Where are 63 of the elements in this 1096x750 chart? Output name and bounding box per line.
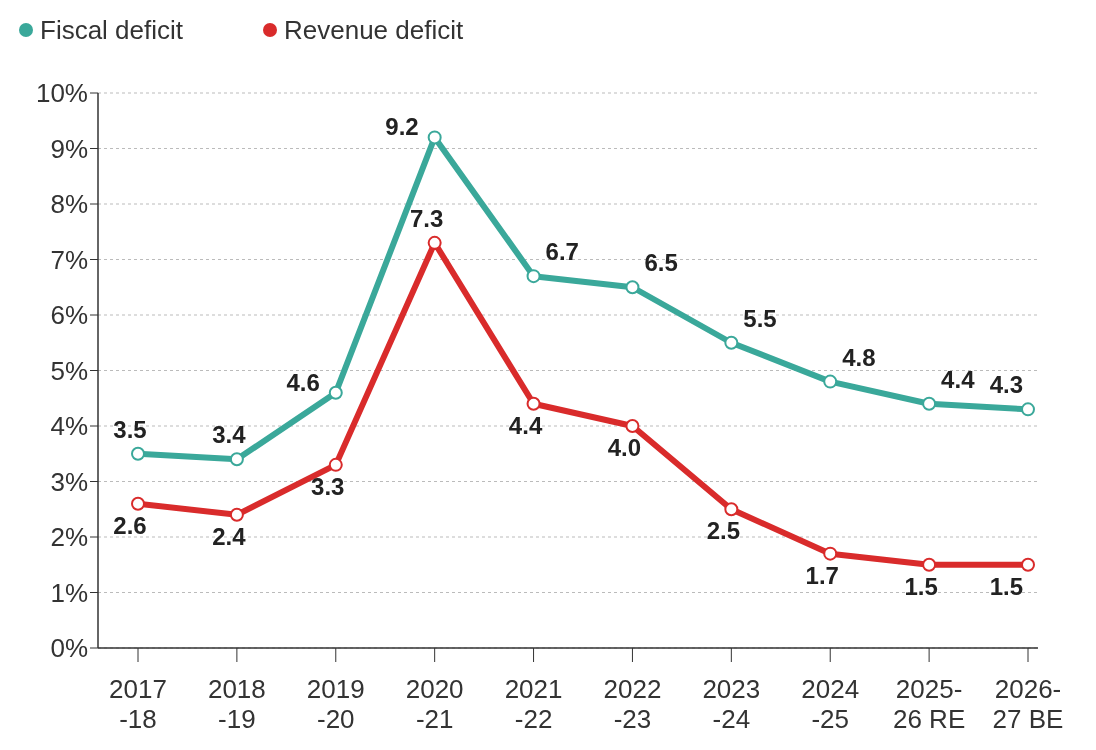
x-tick-label: 2021 -22 [504,674,563,734]
point [526,396,541,411]
data-label: 1.5 [904,572,938,600]
data-label: 5.5 [743,304,777,332]
point [427,235,442,250]
data-label: 4.0 [607,434,642,461]
data-label: 6.7 [545,238,579,266]
y-tick-label: 1% [50,577,88,608]
point [526,269,541,284]
y-tick-label: 5% [50,355,88,386]
data-label: 4.8 [842,343,876,371]
point [1021,557,1035,572]
y-tick-label: 9% [50,133,88,164]
data-label: 7.3 [409,204,444,232]
data-label: 2.5 [706,517,741,545]
y-tick-label: 0% [50,633,88,663]
point [922,396,937,411]
y-tick-label: 8% [50,189,88,219]
point [328,385,343,400]
data-label: 1.5 [989,572,1023,600]
x-tick-label: 2018 -19 [207,674,266,734]
point [1021,402,1035,417]
y-tick-label: 6% [50,300,88,330]
point [131,496,145,511]
point [328,457,343,472]
data-label: 6.5 [644,249,678,277]
x-tick-label: 2023 -24 [702,674,761,734]
point [131,446,145,461]
legend-label: Revenue deficit [284,15,464,45]
point [922,557,937,572]
x-tick-label: 2020 -21 [405,674,464,734]
point [724,502,739,517]
data-label: 2.4 [212,522,247,550]
data-label: 4.4 [508,411,543,439]
data-label: 2.6 [113,511,147,539]
point [625,419,640,433]
data-label: 4.3 [989,371,1023,399]
x-tick-label: 2017 -18 [109,674,167,734]
data-label: 4.6 [286,368,320,396]
x-tick-label: 2026- 27 BE [992,674,1064,734]
point [427,130,442,145]
x-tick-label: 2019 -20 [306,674,365,734]
data-label: 4.4 [941,365,976,393]
data-label: 3.3 [311,472,345,500]
x-tick-label: 2022 -23 [603,674,662,734]
data-label: 3.5 [113,415,147,443]
data-label: 1.7 [805,561,839,589]
point [229,452,244,467]
point [625,280,640,295]
y-tick-label: 7% [50,244,88,275]
point [229,507,244,522]
point [823,546,838,561]
y-tick-label: 3% [50,466,88,497]
point [724,335,739,350]
data-label: 9.2 [385,113,419,141]
y-tick-label: 10% [35,78,88,108]
y-tick-label: 2% [50,522,88,552]
x-tick-label: 2025- 26 RE [892,674,966,734]
data-label: 3.4 [212,421,247,449]
point [823,374,838,389]
legend-label: Fiscal deficit [40,15,184,45]
x-tick-label: 2024 -25 [801,674,860,734]
y-tick-label: 4% [50,411,88,441]
